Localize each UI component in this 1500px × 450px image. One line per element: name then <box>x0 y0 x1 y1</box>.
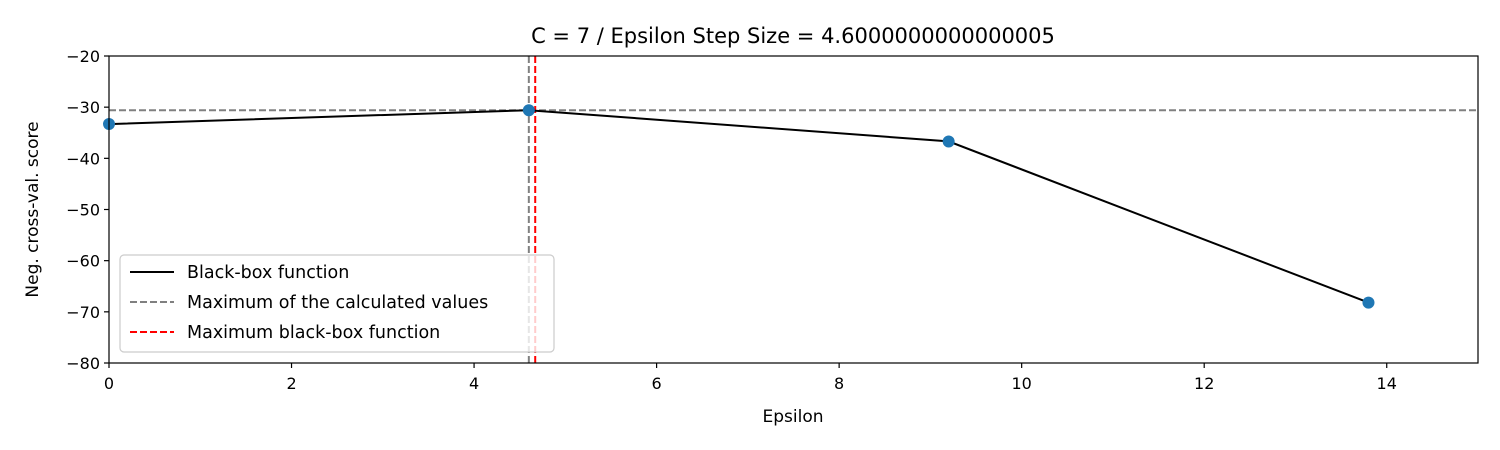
x-tick-label: 4 <box>469 374 479 393</box>
x-tick-label: 14 <box>1377 374 1397 393</box>
x-axis-label: Epsilon <box>762 407 823 427</box>
data-point <box>1362 296 1375 309</box>
y-tick-label: −80 <box>66 354 100 373</box>
y-tick-label: −60 <box>66 252 100 271</box>
x-tick-label: 6 <box>652 374 662 393</box>
data-point <box>522 104 535 117</box>
legend: Black-box function Maximum of the calcula… <box>119 254 555 353</box>
legend-label: Maximum of the calculated values <box>187 293 488 313</box>
black-box-function-line <box>108 109 1369 304</box>
legend-box <box>119 254 555 353</box>
x-tick-label: 12 <box>1194 374 1214 393</box>
x-tick-label: 8 <box>834 374 844 393</box>
chart-title: C = 7 / Epsilon Step Size = 4.6000000000… <box>531 24 1055 48</box>
y-tick-label: −20 <box>66 47 100 66</box>
y-tick-label: −40 <box>66 149 100 168</box>
y-tick-label: −50 <box>66 201 100 220</box>
x-tick-label: 2 <box>286 374 296 393</box>
y-axis-label: Neg. cross-val. score <box>23 121 43 297</box>
x-tick-label: 10 <box>1011 374 1031 393</box>
y-tick-label: −30 <box>66 98 100 117</box>
y-tick-label: −70 <box>66 303 100 322</box>
legend-label: Maximum black-box function <box>187 323 440 343</box>
legend-label: Black-box function <box>187 263 349 283</box>
x-tick-label: 0 <box>104 374 114 393</box>
data-point <box>942 135 955 148</box>
